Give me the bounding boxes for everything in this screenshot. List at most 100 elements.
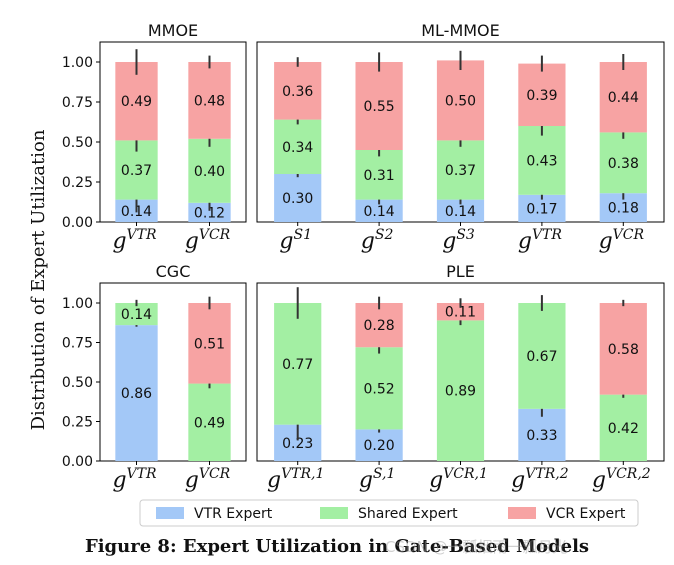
y-axis-label: Distribution of Expert Utilization — [28, 129, 49, 430]
bar-value-label: 0.89 — [445, 384, 476, 400]
panel-cgc: CGC 0.00 0.25 0.50 0.75 1.00 0.86 0.14 gVTR 0.49 0… — [62, 262, 247, 493]
x-tick-label: gS1 — [279, 227, 312, 254]
vcr-expert-bar — [115, 62, 158, 141]
x-tick-label: gVTR — [112, 227, 157, 254]
vcr-expert-bar — [436, 303, 485, 321]
bar-value-label: 0.58 — [608, 342, 639, 358]
bar-value-label: 0.49 — [194, 415, 225, 431]
legend-label: VTR Expert — [194, 506, 273, 522]
bar-value-label: 0.44 — [608, 90, 639, 106]
y-tick-label: 0.50 — [62, 375, 93, 391]
bar-value-label: 0.51 — [194, 336, 225, 352]
bar-value-label: 0.33 — [526, 428, 557, 444]
bar-value-label: 0.20 — [364, 438, 395, 454]
bar-value-label: 0.67 — [526, 349, 557, 365]
x-tick-label: gVTR,2 — [511, 466, 569, 493]
bar-value-label: 0.37 — [445, 163, 476, 179]
vtr-expert-bar — [355, 429, 403, 461]
bar-value-label: 0.49 — [121, 94, 152, 110]
y-tick-label: 1.00 — [62, 55, 93, 71]
figure-caption: Figure 8: Expert Utilization in Gate-Bas… — [84, 536, 590, 557]
legend-label: VCR Expert — [546, 506, 626, 522]
bar-value-label: 0.12 — [194, 205, 225, 221]
bar-value-label: 0.77 — [282, 357, 313, 373]
vcr-expert-bar — [188, 62, 231, 139]
x-tick-label: gVCR — [185, 466, 231, 493]
vcr-expert-bar — [355, 303, 403, 348]
vtr-expert-bar — [518, 408, 566, 461]
shared-expert-bar — [436, 320, 485, 461]
vtr-expert-bar — [115, 325, 158, 461]
panel-title: MMOE — [148, 21, 198, 40]
legend-swatch — [320, 507, 348, 519]
shared-expert-bar — [274, 119, 322, 174]
y-tick-label: 0.75 — [62, 336, 93, 352]
vcr-expert-bar — [274, 62, 322, 120]
bar-value-label: 0.30 — [282, 191, 313, 207]
y-tick-label: 0.25 — [62, 415, 93, 431]
y-tick-label: 0.75 — [62, 95, 93, 111]
legend: VTR Expert Shared Expert VCR Expert — [139, 499, 639, 527]
bar-value-label: 0.14 — [445, 204, 476, 220]
vcr-expert-bar — [599, 303, 647, 395]
vcr-expert-bar — [188, 303, 231, 384]
bar-value-label: 0.42 — [608, 421, 639, 437]
shared-expert-bar — [355, 347, 403, 430]
panel-ml-mmoe: ML-MMOE 0.30 0.34 0.36 gS1 0.14 0.31 0.55 gS2 0.1… — [256, 21, 665, 254]
vtr-expert-bar — [188, 202, 231, 222]
shared-expert-bar — [436, 140, 485, 200]
panel-frame — [99, 282, 247, 462]
panel-title: CGC — [156, 262, 191, 281]
shared-expert-bar — [355, 150, 403, 200]
bar-value-label: 0.17 — [526, 201, 557, 217]
bar-value-label: 0.14 — [121, 307, 152, 323]
watermark: CSDN @一瓢烟雨一瓢月光 — [385, 538, 568, 556]
y-tick-label: 0.00 — [62, 454, 93, 470]
panel-ple: PLE 0.23 0.77 gVTR,1 0.20 0.52 0.28 gS,1 0.89 0.1… — [256, 262, 665, 493]
vtr-expert-bar — [274, 174, 322, 222]
shared-expert-bar — [115, 303, 158, 326]
y-tick-label: 0.50 — [62, 135, 93, 151]
bar-value-label: 0.28 — [364, 318, 395, 334]
bar-value-label: 0.31 — [364, 168, 395, 184]
bar-value-label: 0.23 — [282, 436, 313, 452]
x-tick-label: gVCR — [599, 227, 645, 254]
vtr-expert-bar — [355, 199, 403, 222]
y-tick-label: 0.25 — [62, 175, 93, 191]
x-tick-label: gS,1 — [359, 466, 396, 493]
x-tick-label: gVTR,1 — [267, 466, 324, 493]
bar-value-label: 0.14 — [364, 204, 395, 220]
vcr-expert-bar — [518, 63, 566, 126]
legend-swatch — [508, 507, 536, 519]
vcr-expert-bar — [599, 62, 647, 133]
x-tick-label: gVCR,1 — [429, 466, 488, 493]
x-tick-label: gVCR,2 — [592, 466, 651, 493]
legend-box — [139, 499, 639, 527]
legend-label: Shared Expert — [358, 506, 458, 522]
vcr-expert-bar — [355, 62, 403, 150]
x-tick-label: gVCR — [185, 227, 231, 254]
y-tick-label: 0.00 — [62, 215, 93, 231]
bar-value-label: 0.55 — [364, 99, 395, 115]
bar-value-label: 0.37 — [121, 163, 152, 179]
panel-title: PLE — [446, 262, 475, 281]
x-tick-label: gS2 — [361, 227, 394, 254]
x-tick-label: gVTR — [112, 466, 157, 493]
bar-value-label: 0.39 — [526, 88, 557, 104]
bar-value-label: 0.11 — [445, 305, 476, 321]
bar-value-label: 0.48 — [194, 93, 225, 109]
y-tick-label: 1.00 — [62, 296, 93, 312]
shared-expert-bar — [274, 303, 322, 425]
panel-mmoe: MMOE0.000.250.500.751.000.140.370.49gVTR… — [62, 21, 247, 254]
chart-panels: MMOE 0.00 0.25 0.50 0.75 1.00 0.14 0.37 0.49 gVTR… — [62, 21, 665, 493]
bar-value-label: 0.36 — [282, 84, 313, 100]
shared-expert-bar — [518, 126, 566, 195]
shared-expert-bar — [599, 132, 647, 194]
panel-title: ML-MMOE — [421, 21, 500, 40]
x-tick-label: gS3 — [442, 227, 475, 254]
shared-expert-bar — [518, 303, 566, 409]
bar-value-label: 0.43 — [526, 153, 557, 169]
vtr-expert-bar — [436, 199, 485, 222]
shared-expert-bar — [188, 138, 231, 203]
